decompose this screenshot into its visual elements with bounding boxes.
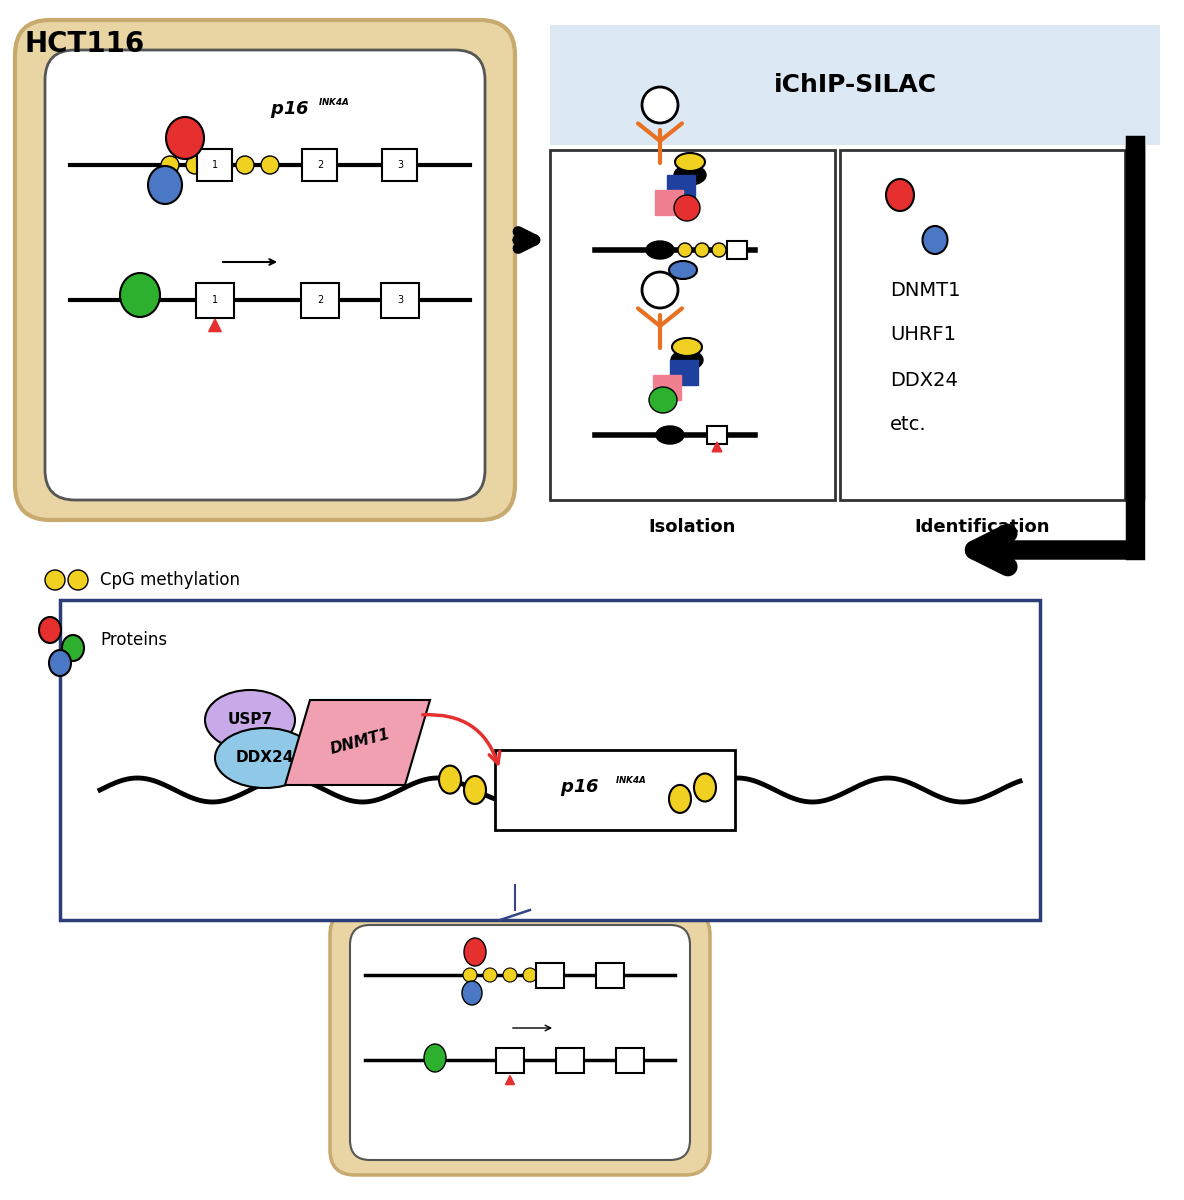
Bar [197, 282, 234, 318]
Ellipse shape [215, 728, 315, 788]
Bar [670, 360, 699, 385]
Text: Isolation: Isolation [649, 518, 735, 536]
Bar [839, 150, 1125, 500]
Ellipse shape [922, 226, 947, 254]
Circle shape [642, 86, 678, 122]
Circle shape [211, 156, 229, 174]
Ellipse shape [674, 194, 700, 221]
Polygon shape [208, 319, 221, 331]
Text: 1: 1 [212, 295, 218, 305]
Bar [667, 175, 695, 200]
Text: $\bfit{^{INK4A}}$: $\bfit{^{INK4A}}$ [318, 98, 349, 112]
FancyBboxPatch shape [15, 20, 515, 520]
Text: 2: 2 [317, 160, 323, 170]
Text: Identification: Identification [914, 518, 1050, 536]
Ellipse shape [62, 635, 84, 661]
Ellipse shape [646, 241, 674, 259]
Ellipse shape [424, 1044, 446, 1072]
Ellipse shape [649, 386, 677, 413]
Ellipse shape [49, 650, 71, 676]
Ellipse shape [205, 690, 295, 750]
Text: 3: 3 [397, 160, 403, 170]
Circle shape [503, 968, 517, 982]
Circle shape [463, 968, 477, 982]
Ellipse shape [674, 164, 706, 185]
Circle shape [523, 968, 538, 982]
Ellipse shape [439, 766, 461, 793]
Text: $\bfit{p16}$: $\bfit{p16}$ [560, 778, 599, 798]
Bar [616, 1048, 644, 1073]
Bar [381, 282, 419, 318]
Circle shape [186, 156, 204, 174]
Circle shape [483, 968, 497, 982]
Ellipse shape [694, 774, 716, 802]
Circle shape [161, 156, 179, 174]
Text: 1: 1 [212, 160, 218, 170]
Text: DDX24: DDX24 [890, 371, 958, 390]
Text: $\bfit{^{INK4A}}$: $\bfit{^{INK4A}}$ [614, 776, 646, 790]
Text: CpG methylation: CpG methylation [99, 571, 240, 589]
Text: $\bfit{p16}$: $\bfit{p16}$ [270, 100, 309, 120]
Bar [727, 241, 747, 259]
Ellipse shape [462, 982, 482, 1006]
Circle shape [260, 156, 279, 174]
Circle shape [678, 242, 691, 257]
Text: UHRF1: UHRF1 [890, 325, 955, 344]
Text: 2: 2 [317, 295, 323, 305]
Text: Proteins: Proteins [99, 631, 167, 649]
Bar [536, 962, 564, 988]
Circle shape [642, 272, 678, 308]
Bar [302, 149, 337, 181]
FancyBboxPatch shape [15, 20, 515, 520]
Ellipse shape [675, 152, 704, 170]
Polygon shape [506, 1075, 515, 1085]
Ellipse shape [886, 179, 914, 211]
Bar [198, 149, 232, 181]
Ellipse shape [148, 166, 182, 204]
FancyBboxPatch shape [45, 50, 485, 500]
Text: 3: 3 [397, 295, 403, 305]
Ellipse shape [120, 272, 160, 317]
Circle shape [67, 570, 88, 590]
Ellipse shape [39, 617, 62, 643]
Text: DNMT1: DNMT1 [890, 281, 960, 300]
Bar [551, 150, 835, 500]
Ellipse shape [669, 260, 697, 278]
Circle shape [695, 242, 709, 257]
Ellipse shape [669, 785, 691, 812]
Bar [596, 962, 624, 988]
Ellipse shape [464, 776, 485, 804]
Text: USP7: USP7 [227, 713, 272, 727]
Bar [382, 149, 418, 181]
Polygon shape [712, 442, 722, 451]
Ellipse shape [671, 350, 703, 370]
FancyBboxPatch shape [330, 910, 710, 1175]
Bar [556, 1048, 584, 1073]
Ellipse shape [656, 426, 684, 444]
Bar [551, 25, 1160, 145]
Circle shape [712, 242, 726, 257]
Text: DDX24: DDX24 [236, 750, 294, 766]
Circle shape [45, 570, 65, 590]
Text: etc.: etc. [890, 415, 927, 434]
Polygon shape [285, 700, 430, 785]
Bar [707, 426, 727, 444]
FancyBboxPatch shape [330, 910, 710, 1175]
Text: DNMT1: DNMT1 [328, 727, 392, 757]
Bar [495, 750, 735, 830]
Circle shape [236, 156, 255, 174]
FancyBboxPatch shape [350, 925, 690, 1160]
Text: HCT116: HCT116 [25, 30, 146, 58]
Bar [655, 190, 683, 215]
Bar [301, 282, 339, 318]
Bar [60, 600, 1040, 920]
Ellipse shape [464, 938, 485, 966]
Text: iChIP-SILAC: iChIP-SILAC [773, 73, 937, 97]
Bar [654, 374, 681, 400]
Bar [496, 1048, 525, 1073]
Ellipse shape [166, 116, 204, 158]
Ellipse shape [673, 338, 702, 356]
